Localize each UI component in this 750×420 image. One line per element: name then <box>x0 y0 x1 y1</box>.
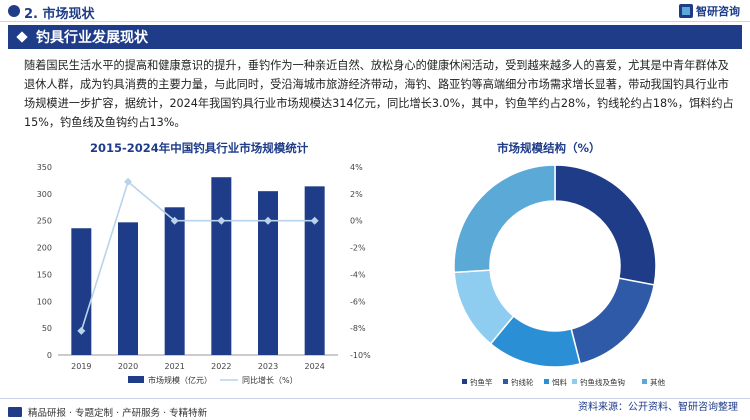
right-axis-tick-label: 2% <box>350 190 363 199</box>
left-axis-tick-label: 100 <box>37 297 52 306</box>
logo-text: 智研咨询 <box>696 5 740 18</box>
left-axis-tick-label: 200 <box>37 244 52 253</box>
right-axis-tick-label: 0% <box>350 217 363 226</box>
donut-slice <box>554 164 657 286</box>
donut-slice <box>570 277 656 365</box>
legend-label: 钓鱼竿 <box>470 377 493 387</box>
left-axis-tick-label: 150 <box>37 270 52 279</box>
data-source: 资料来源：公开资料、智研咨询整理 <box>578 402 738 413</box>
bar-chart-title: 2015-2024年中国钓具行业市场规模统计 <box>90 141 309 155</box>
right-axis-tick-label: -8% <box>350 324 366 333</box>
bar <box>164 207 185 355</box>
legend-swatch <box>462 379 467 384</box>
right-axis-tick-label: -4% <box>350 270 366 279</box>
brand-logo: 智研咨询 <box>679 3 740 19</box>
section-bullet-icon <box>8 5 20 17</box>
line-point <box>77 326 86 335</box>
pie-chart-title: 市场规模结构（%） <box>497 141 601 155</box>
bar <box>258 191 278 355</box>
right-axis-tick-label: 4% <box>350 163 363 172</box>
legend-swatch <box>572 379 577 384</box>
left-axis-tick-label: 350 <box>37 163 52 172</box>
right-axis-tick-label: -2% <box>350 244 366 253</box>
bar <box>71 228 92 355</box>
banner-title: 钓具行业发展现状 <box>36 30 148 46</box>
legend-label: 饵料 <box>552 377 567 387</box>
legend-swatch <box>642 379 647 384</box>
right-axis-tick-label: -10% <box>350 351 371 360</box>
legend-label: 其他 <box>650 377 665 387</box>
legend-line-label: 同比增长（%） <box>242 375 298 385</box>
logo-icon <box>679 4 693 18</box>
legend-swatch <box>503 379 508 384</box>
line-point <box>217 216 226 225</box>
line-point <box>264 216 272 225</box>
diamond-icon <box>16 31 28 43</box>
header-divider <box>0 21 750 22</box>
x-tick-label: 2022 <box>211 362 231 371</box>
topic-banner: 钓具行业发展现状 <box>8 25 742 49</box>
left-axis-tick-label: 0 <box>47 351 52 360</box>
left-axis-tick-label: 50 <box>42 324 52 333</box>
top-bar: 2. 市场现状 智研咨询 <box>0 0 750 22</box>
left-axis-tick-label: 250 <box>37 217 52 226</box>
x-tick-label: 2023 <box>258 362 278 371</box>
x-tick-label: 2019 <box>71 362 91 371</box>
book-icon <box>8 407 22 417</box>
market-size-chart: 0 50 100 150 200 250 300 350 -10% -8% -6% -4% -2% 0% 2… <box>37 163 371 385</box>
bar <box>211 177 232 355</box>
bar <box>118 222 138 355</box>
donut-slice <box>453 164 556 274</box>
x-tick-label: 2020 <box>118 362 138 371</box>
section-title: 2. 市场现状 <box>24 7 95 22</box>
line-point <box>170 216 179 225</box>
x-tick-label: 2024 <box>304 362 324 371</box>
line-point <box>124 177 132 186</box>
summary-paragraph: 随着国民生活水平的提高和健康意识的提升，垂钓作为一种亲近自然、放松身心的健康休闲… <box>24 59 734 129</box>
footer-tagline-text: 精品研报 · 专题定制 · 产研服务 · 专精特新 <box>28 408 208 419</box>
legend-label: 钓鱼线及鱼钩 <box>580 377 625 387</box>
legend-bar-swatch <box>128 376 144 383</box>
legend-bar-label: 市场规模（亿元） <box>148 375 212 385</box>
footer-tagline: 精品研报 · 专题定制 · 产研服务 · 专精特新 <box>8 405 207 419</box>
bar <box>304 186 325 355</box>
growth-line <box>80 180 315 332</box>
legend-swatch <box>544 379 549 384</box>
left-axis-tick-label: 300 <box>37 190 52 199</box>
market-structure-donut: 钓鱼竿 钓线轮 饵料 钓鱼线及鱼钩 其他 <box>453 164 665 387</box>
right-axis-tick-label: -6% <box>350 297 366 306</box>
footer-divider <box>0 398 750 399</box>
line-point <box>310 216 319 225</box>
legend-label: 钓线轮 <box>511 377 534 387</box>
x-tick-label: 2021 <box>164 362 184 371</box>
